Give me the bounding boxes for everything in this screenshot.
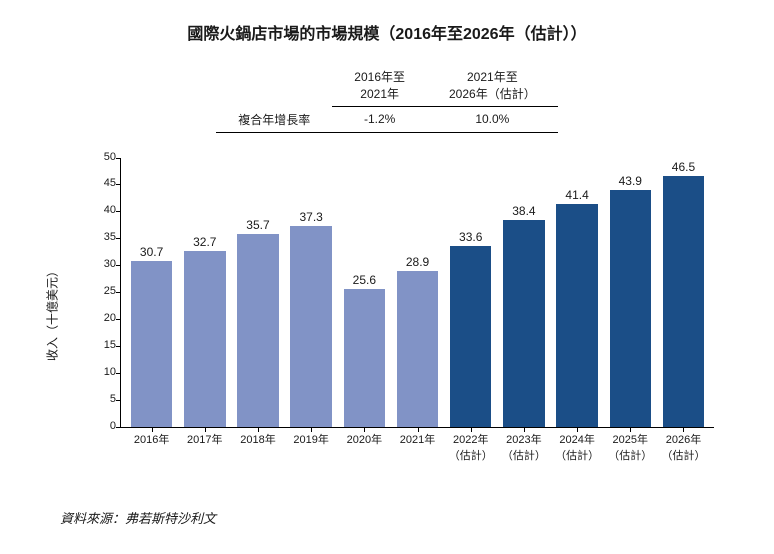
x-axis-label: 2016年 [134, 431, 169, 447]
cagr-header-2: 2021年至 2026年（估計） [427, 64, 558, 107]
chart-area: 收入（十億美元） 30.72016年32.72017年35.72018年37.3… [80, 158, 724, 468]
bar-slot: 30.72016年 [125, 158, 178, 427]
bar-slot: 46.52026年（估計） [657, 158, 710, 427]
chart-container: 國際火鍋店市場的市場規模（2016年至2026年（估計）） 2016年至 202… [0, 0, 774, 537]
cagr-val-1: -1.2% [332, 107, 427, 133]
bar-value-label: 32.7 [193, 235, 216, 249]
cagr-header-1: 2016年至 2021年 [332, 64, 427, 107]
x-axis-label: 2025年（估計） [608, 431, 652, 463]
cagr-val-2: 10.0% [427, 107, 558, 133]
plot-area: 30.72016年32.72017年35.72018年37.32019年25.6… [120, 158, 714, 428]
x-axis-label: 2017年 [187, 431, 222, 447]
bar-slot: 43.92025年（估計） [604, 158, 657, 427]
bar-slot: 28.92021年 [391, 158, 444, 427]
x-axis-label: 2020年 [347, 431, 382, 447]
bar [397, 271, 438, 426]
bar [184, 251, 225, 427]
bar-value-label: 46.5 [672, 160, 695, 174]
source-text: 資料來源：弗若斯特沙利文 [50, 508, 724, 527]
bar-slot: 37.32019年 [285, 158, 338, 427]
cagr-empty-cell [216, 64, 332, 107]
bar [503, 220, 544, 427]
bar [131, 261, 172, 426]
x-axis-label: 2022年（估計） [449, 431, 493, 463]
bar-value-label: 37.3 [299, 210, 322, 224]
bar-value-label: 41.4 [565, 188, 588, 202]
bar [556, 204, 597, 427]
bar [344, 289, 385, 427]
bar [290, 226, 331, 427]
bar-value-label: 35.7 [246, 218, 269, 232]
cagr-table: 2016年至 2021年 2021年至 2026年（估計） 複合年增長率 -1.… [216, 64, 557, 133]
bar-value-label: 28.9 [406, 255, 429, 269]
bar-value-label: 30.7 [140, 245, 163, 259]
x-axis-label: 2021年 [400, 431, 435, 447]
bar-slot: 33.62022年（估計） [444, 158, 497, 427]
x-axis-label: 2026年（估計） [661, 431, 705, 463]
cagr-row-label: 複合年增長率 [216, 107, 332, 133]
bar-slot: 32.72017年 [178, 158, 231, 427]
x-axis-label: 2019年 [293, 431, 328, 447]
bar-value-label: 33.6 [459, 230, 482, 244]
chart-title: 國際火鍋店市場的市場規模（2016年至2026年（估計）） [50, 20, 724, 44]
bar [610, 190, 651, 426]
bars-group: 30.72016年32.72017年35.72018年37.32019年25.6… [121, 158, 714, 427]
bar-slot: 41.42024年（估計） [551, 158, 604, 427]
bar-slot: 25.62020年 [338, 158, 391, 427]
x-axis-label: 2023年（估計） [502, 431, 546, 463]
x-axis-label: 2018年 [240, 431, 275, 447]
bar [450, 246, 491, 427]
bar [663, 176, 704, 426]
bar-value-label: 38.4 [512, 204, 535, 218]
bar-slot: 35.72018年 [231, 158, 284, 427]
x-axis-label: 2024年（估計） [555, 431, 599, 463]
bar-value-label: 43.9 [619, 174, 642, 188]
bar-value-label: 25.6 [353, 273, 376, 287]
bar-slot: 38.42023年（估計） [497, 158, 550, 427]
y-axis-label: 收入（十億美元） [44, 264, 61, 360]
bar [237, 234, 278, 426]
